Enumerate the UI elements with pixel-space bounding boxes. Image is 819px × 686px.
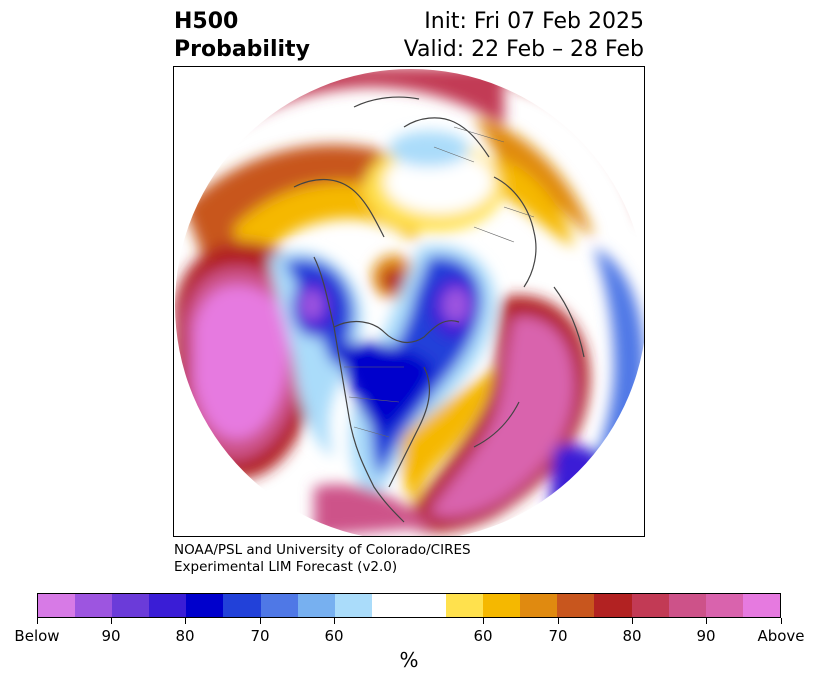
colorbar-tick-label: 90 <box>696 627 716 645</box>
colorbar-tick <box>557 618 559 624</box>
colorbar-swatch <box>186 594 224 617</box>
colorbar-swatch <box>334 594 372 617</box>
colorbar-swatch <box>594 594 632 617</box>
init-date: Init: Fri 07 Feb 2025 <box>424 9 644 34</box>
colorbar-tick-label: 80 <box>622 627 642 645</box>
map-title: H500 Probability <box>174 8 310 64</box>
colorbar-swatch <box>668 594 706 617</box>
colorbar-swatch <box>705 594 743 617</box>
colorbar-unit: % <box>399 648 419 672</box>
colorbar-swatch <box>408 594 447 617</box>
colorbar-swatch <box>112 594 150 617</box>
title-line-variable: H500 <box>174 9 239 34</box>
colorbar-swatch <box>557 594 595 617</box>
title-line-type: Probability <box>174 37 310 62</box>
colorbar-tick <box>184 618 186 624</box>
colorbar-tick-label: Below <box>14 627 60 645</box>
colorbar-tick-label: 60 <box>324 627 344 645</box>
colorbar-swatch <box>631 594 669 617</box>
colorbar-tick <box>36 618 38 624</box>
colorbar-tick <box>705 618 707 624</box>
probability-map <box>173 66 645 537</box>
credit-line-1: NOAA/PSL and University of Colorado/CIRE… <box>174 542 471 558</box>
colorbar-tick <box>780 618 782 624</box>
colorbar-swatch <box>742 594 780 617</box>
borders <box>344 126 535 438</box>
colorbar-swatch <box>483 594 521 617</box>
colorbar-tick <box>333 618 335 624</box>
colorbar-tick-label: 70 <box>250 627 270 645</box>
colorbar-swatch <box>297 594 335 617</box>
colorbar-tick-label: 80 <box>175 627 195 645</box>
colorbar-tick <box>482 618 484 624</box>
colorbar <box>37 593 781 618</box>
credit-line-2: Experimental LIM Forecast (v2.0) <box>174 559 398 575</box>
probability-field <box>175 69 644 536</box>
colorbar-tick-label: 60 <box>473 627 493 645</box>
colorbar-swatch <box>520 594 558 617</box>
colorbar-tick <box>631 618 633 624</box>
colorbar-swatch <box>371 594 409 617</box>
credit-text: NOAA/PSL and University of Colorado/CIRE… <box>174 542 471 576</box>
colorbar-swatch <box>38 594 76 617</box>
colorbar-swatch <box>260 594 298 617</box>
polar-map-svg <box>175 69 644 536</box>
colorbar-swatch <box>75 594 113 617</box>
colorbar-tick-label: Above <box>757 627 805 645</box>
colorbar-tick-label: 70 <box>548 627 568 645</box>
valid-range: Valid: 22 Feb – 28 Feb <box>403 37 644 62</box>
colorbar-swatch <box>223 594 261 617</box>
forecast-dates: Init: Fri 07 Feb 2025 Valid: 22 Feb – 28… <box>404 8 644 64</box>
colorbar-tick <box>110 618 112 624</box>
colorbar-tick-label: 90 <box>101 627 121 645</box>
colorbar-tick <box>259 618 261 624</box>
colorbar-swatch <box>149 594 187 617</box>
coastlines <box>293 96 585 523</box>
colorbar-swatch <box>446 594 484 617</box>
